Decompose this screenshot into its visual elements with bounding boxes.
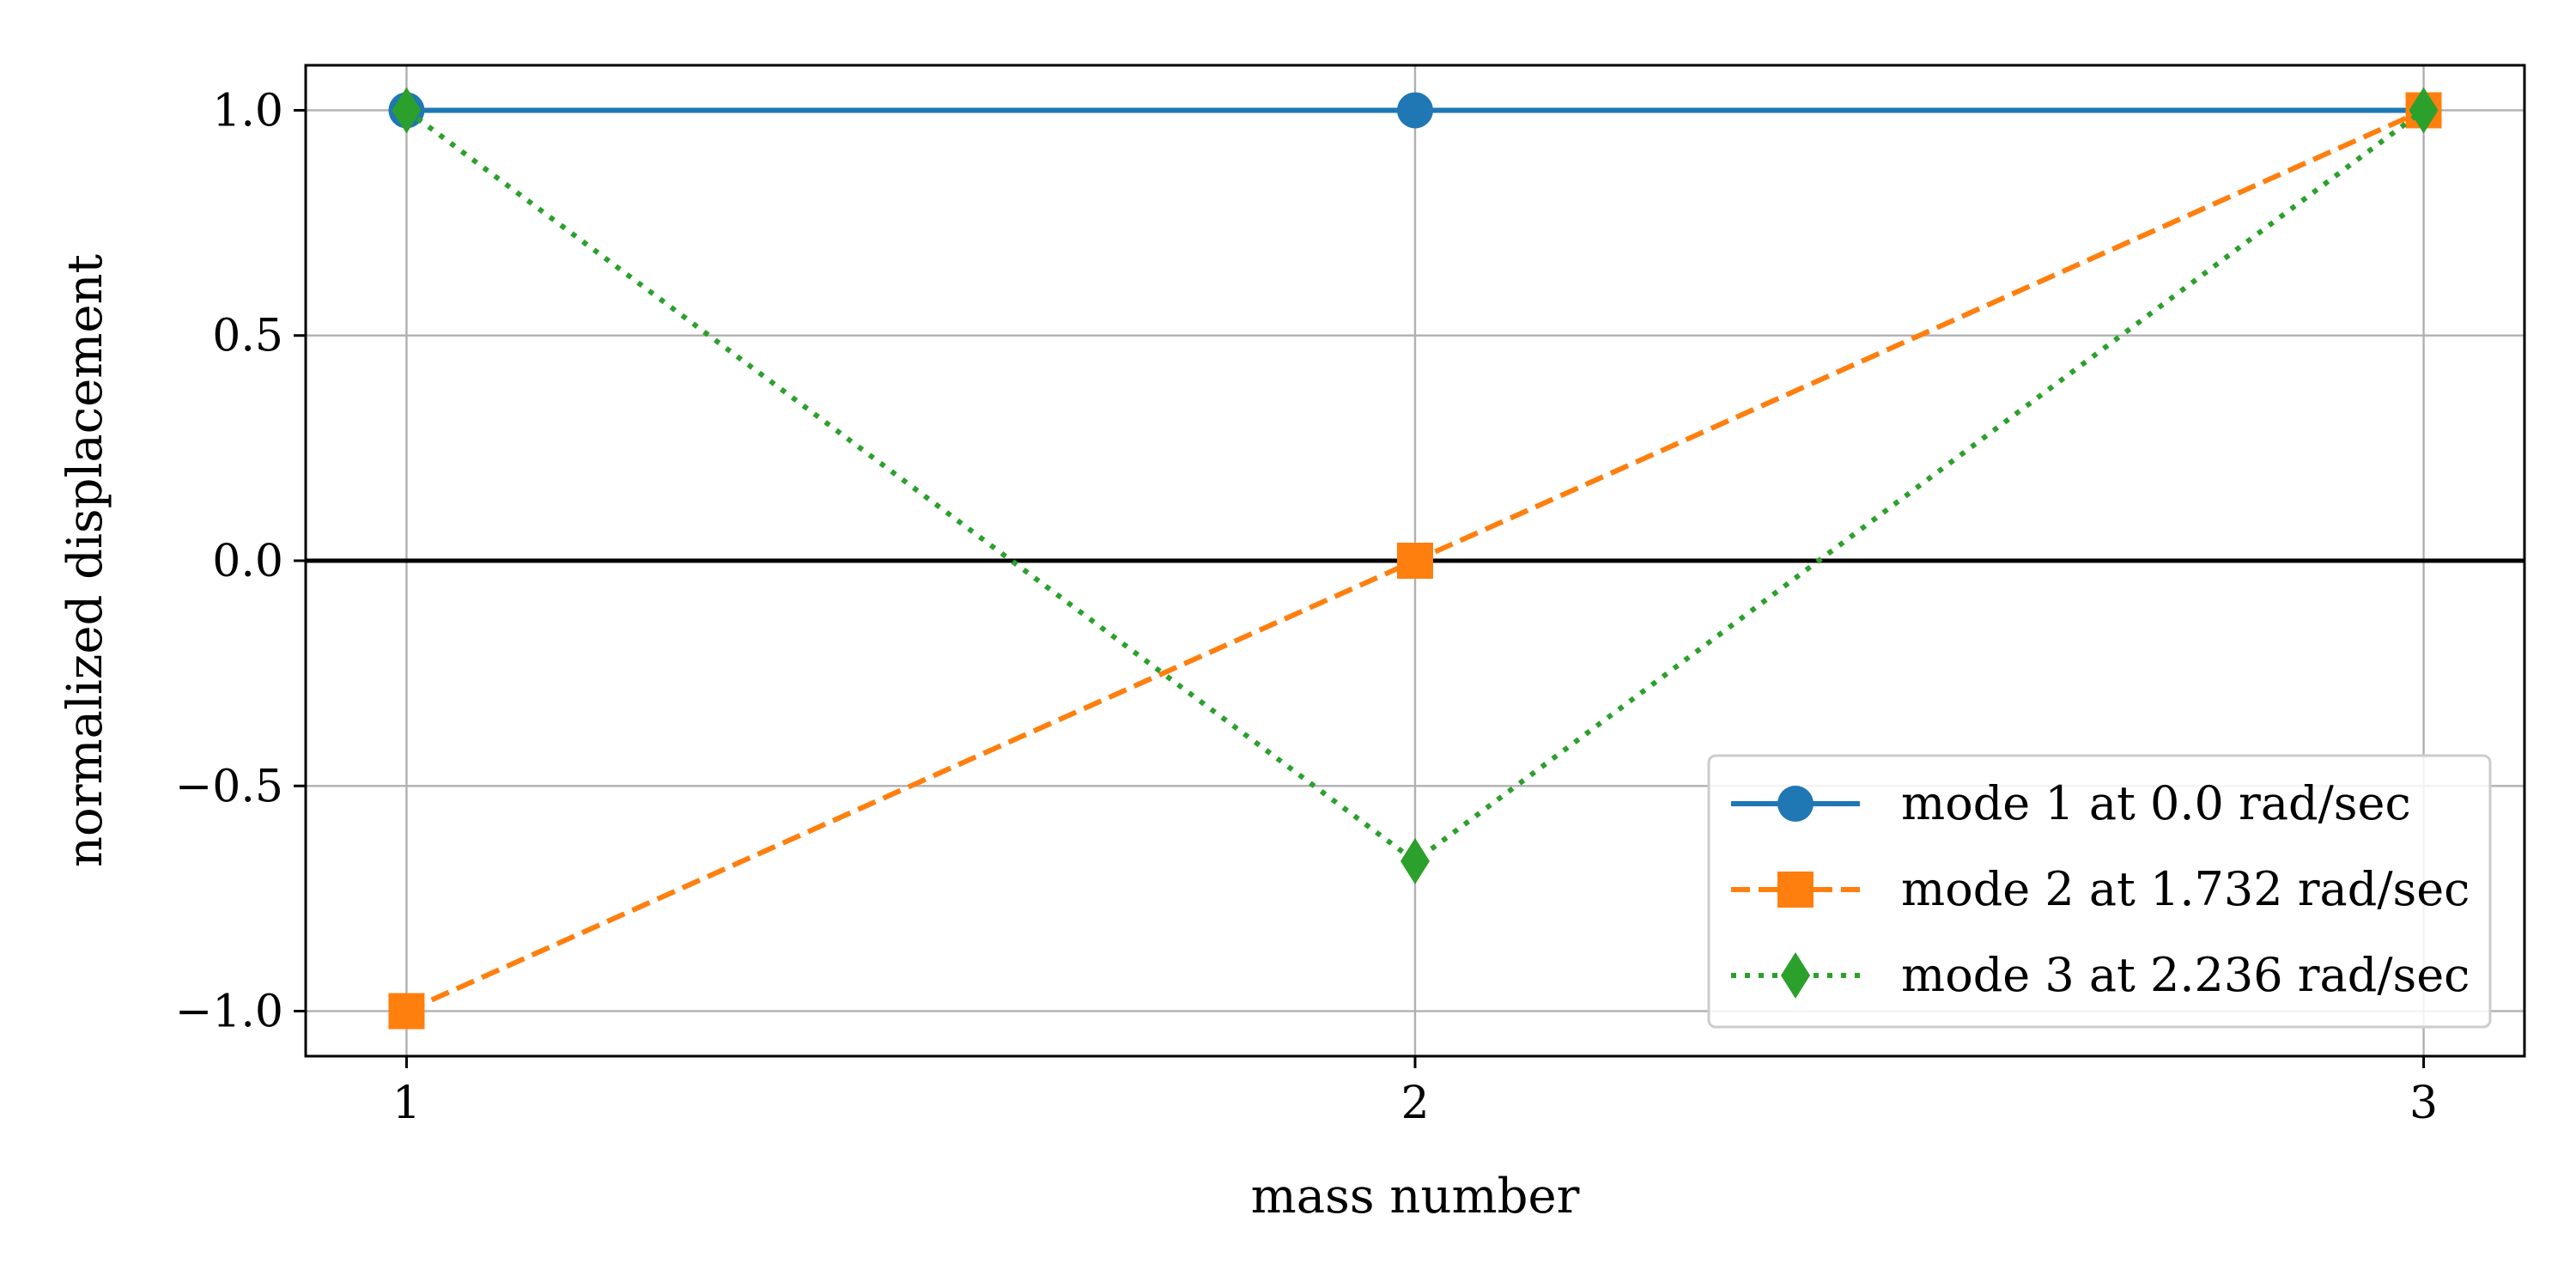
legend-label-mode-2: mode 2 at 1.732 rad/sec — [1901, 862, 2470, 916]
legend-entry-mode-1: mode 1 at 0.0 rad/sec — [1731, 776, 2411, 830]
data-point-mode-3-mass-1 — [392, 87, 422, 134]
data-point-mode-2-mass-2 — [1397, 543, 1433, 579]
x-tick-label-1: 1 — [392, 1078, 421, 1129]
data-point-mode-3-mass-2 — [1400, 837, 1430, 884]
legend-label-mode-1: mode 1 at 0.0 rad/sec — [1901, 776, 2411, 830]
y-tick-label-4: 0.5 — [212, 311, 283, 362]
data-point-mode-3-mass-3 — [2409, 87, 2439, 134]
y-axis-label: normalized displacement — [58, 253, 113, 867]
y-tick-label-3: 0.0 — [212, 536, 283, 587]
legend-entry-mode-2: mode 2 at 1.732 rad/sec — [1731, 862, 2470, 916]
series-mode-3 — [392, 87, 2439, 884]
x-tick-label-3: 3 — [2409, 1078, 2438, 1129]
series-group — [388, 87, 2442, 1030]
y-tick-label-2: −0.5 — [175, 761, 283, 812]
legend-entry-mode-3: mode 3 at 2.236 rad/sec — [1731, 948, 2470, 1002]
y-tick-label-1: −1.0 — [175, 987, 283, 1038]
legend-marker-mode-1 — [1777, 786, 1814, 822]
x-axis-label: mass number — [1251, 1169, 1580, 1224]
legend-marker-mode-2 — [1777, 872, 1814, 908]
legend-box — [1707, 754, 2492, 1029]
x-tick-label-2: 2 — [1400, 1078, 1429, 1129]
y-tick-label-5: 1.0 — [212, 85, 283, 137]
ticks: 1 2 3 −1.0 −0.5 0.0 0.5 1.0 — [175, 85, 2438, 1129]
legend: mode 1 at 0.0 rad/sec mode 2 at 1.732 ra… — [1707, 754, 2492, 1029]
data-point-mode-2-mass-1 — [388, 993, 425, 1030]
legend-label-mode-3: mode 3 at 2.236 rad/sec — [1901, 948, 2470, 1002]
data-point-mode-1-mass-2 — [1397, 92, 1433, 129]
legend-marker-mode-3 — [1781, 952, 1810, 999]
